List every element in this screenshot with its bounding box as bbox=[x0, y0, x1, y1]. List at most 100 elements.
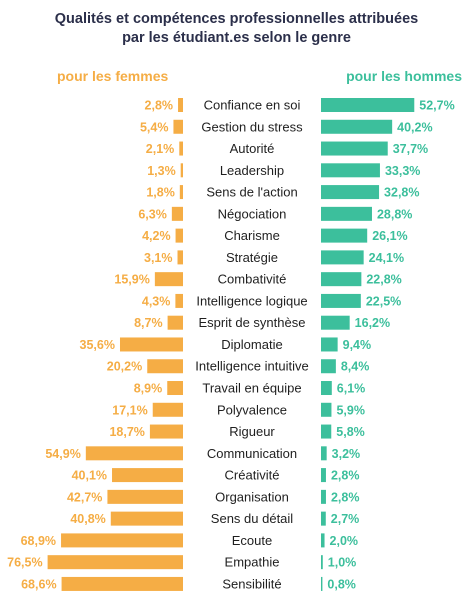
chart-title: Qualités et compétences professionnelles… bbox=[0, 10, 473, 48]
value-label-hommes: 0,8% bbox=[327, 577, 356, 591]
bar-hommes bbox=[321, 402, 332, 417]
category-label: Sens du détail bbox=[211, 511, 294, 526]
category-label: Charisme bbox=[224, 228, 280, 243]
bar-hommes bbox=[321, 293, 361, 308]
value-label-hommes: 22,5% bbox=[366, 294, 401, 308]
bar-hommes bbox=[321, 141, 388, 156]
value-label-femmes: 18,7% bbox=[109, 425, 144, 439]
bar-femmes bbox=[119, 337, 183, 352]
bar-hommes bbox=[321, 576, 323, 591]
category-label: Autorité bbox=[230, 141, 275, 156]
value-label-hommes: 2,7% bbox=[331, 512, 360, 526]
bar-hommes bbox=[321, 555, 323, 570]
bar-femmes bbox=[149, 424, 183, 439]
value-label-femmes: 68,6% bbox=[21, 577, 56, 591]
value-label-femmes: 42,7% bbox=[67, 490, 102, 504]
category-label: Leadership bbox=[220, 163, 284, 178]
bar-femmes bbox=[177, 250, 183, 265]
category-label: Polyvalence bbox=[217, 402, 287, 417]
category-label: Confiance en soi bbox=[204, 98, 301, 113]
value-label-femmes: 1,8% bbox=[146, 186, 175, 200]
bar-femmes bbox=[179, 141, 183, 156]
value-label-femmes: 35,6% bbox=[80, 338, 115, 352]
bar-hommes bbox=[321, 98, 415, 112]
category-label: Combativité bbox=[218, 272, 287, 287]
category-label: Rigueur bbox=[229, 424, 275, 439]
bar-femmes bbox=[179, 185, 183, 200]
bar-hommes bbox=[321, 533, 325, 548]
bar-femmes bbox=[175, 293, 183, 308]
value-label-hommes: 2,0% bbox=[330, 534, 359, 548]
value-label-hommes: 22,8% bbox=[366, 273, 401, 287]
bar-hommes bbox=[321, 206, 372, 221]
category-label: Ecoute bbox=[232, 533, 272, 548]
category-label: Sens de l'action bbox=[206, 185, 297, 200]
category-label: Créativité bbox=[225, 468, 280, 483]
bar-femmes bbox=[47, 555, 183, 570]
bar-femmes bbox=[173, 119, 183, 134]
category-label: Empathie bbox=[225, 555, 280, 570]
bar-hommes bbox=[321, 272, 362, 287]
bar-femmes bbox=[61, 533, 184, 548]
legend-femmes: pour les femmes bbox=[57, 68, 169, 84]
bar-femmes bbox=[85, 446, 183, 461]
value-label-hommes: 37,7% bbox=[393, 142, 428, 156]
bar-femmes bbox=[180, 163, 183, 178]
bar-hommes bbox=[321, 489, 326, 504]
bar-femmes bbox=[167, 381, 183, 396]
value-label-hommes: 40,2% bbox=[397, 120, 432, 134]
value-label-hommes: 32,8% bbox=[384, 186, 419, 200]
bar-hommes bbox=[321, 446, 327, 461]
bar-hommes bbox=[321, 185, 380, 200]
value-label-femmes: 4,2% bbox=[142, 229, 171, 243]
category-label: Communication bbox=[207, 446, 297, 461]
value-label-femmes: 1,3% bbox=[147, 164, 176, 178]
value-label-hommes: 6,1% bbox=[337, 382, 366, 396]
value-label-femmes: 2,1% bbox=[146, 142, 175, 156]
value-label-hommes: 26,1% bbox=[372, 229, 407, 243]
bar-hommes bbox=[321, 315, 350, 330]
bar-femmes bbox=[110, 511, 183, 526]
bar-femmes bbox=[175, 228, 183, 243]
bar-femmes bbox=[107, 489, 183, 504]
value-label-femmes: 17,1% bbox=[112, 403, 147, 417]
value-label-hommes: 24,1% bbox=[369, 251, 404, 265]
bar-hommes bbox=[321, 381, 332, 396]
bar-femmes bbox=[61, 576, 183, 591]
value-label-femmes: 40,8% bbox=[70, 512, 105, 526]
bar-femmes bbox=[167, 315, 183, 330]
value-label-femmes: 8,7% bbox=[134, 316, 163, 330]
bar-femmes bbox=[147, 359, 183, 374]
value-label-hommes: 5,9% bbox=[336, 403, 365, 417]
category-label: Organisation bbox=[215, 489, 289, 504]
value-label-femmes: 3,1% bbox=[144, 251, 173, 265]
chart-title-line1: Qualités et compétences professionnelles… bbox=[54, 11, 419, 27]
bar-hommes bbox=[321, 250, 364, 265]
category-label: Intelligence intuitive bbox=[195, 359, 308, 374]
value-label-hommes: 1,0% bbox=[328, 556, 357, 570]
value-label-femmes: 6,3% bbox=[138, 207, 167, 221]
value-label-femmes: 20,2% bbox=[107, 360, 142, 374]
value-label-femmes: 4,3% bbox=[142, 294, 171, 308]
bar-hommes bbox=[321, 228, 368, 243]
chart-title-line2: par les étudiant.es selon le genre bbox=[122, 30, 351, 46]
bar-femmes bbox=[152, 402, 183, 417]
value-label-hommes: 2,8% bbox=[331, 469, 360, 483]
value-label-hommes: 52,7% bbox=[419, 99, 454, 113]
value-label-femmes: 76,5% bbox=[7, 556, 42, 570]
value-label-femmes: 5,4% bbox=[140, 120, 169, 134]
value-label-hommes: 2,8% bbox=[331, 490, 360, 504]
bar-hommes bbox=[321, 424, 332, 439]
category-label: Négociation bbox=[218, 206, 287, 221]
bar-femmes bbox=[112, 468, 183, 483]
bar-hommes bbox=[321, 119, 393, 134]
category-label: Diplomatie bbox=[221, 337, 282, 352]
bar-femmes bbox=[171, 206, 183, 221]
category-label: Esprit de synthèse bbox=[199, 315, 306, 330]
category-label: Intelligence logique bbox=[196, 293, 307, 308]
value-label-hommes: 9,4% bbox=[343, 338, 372, 352]
value-label-hommes: 5,8% bbox=[336, 425, 365, 439]
value-label-hommes: 28,8% bbox=[377, 207, 412, 221]
value-label-hommes: 33,3% bbox=[385, 164, 420, 178]
